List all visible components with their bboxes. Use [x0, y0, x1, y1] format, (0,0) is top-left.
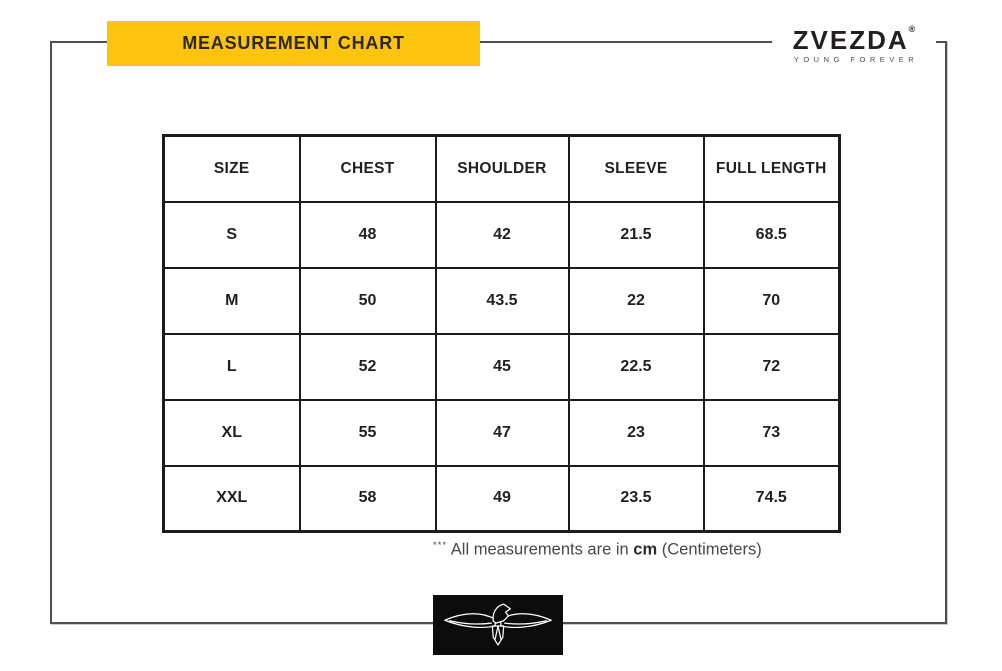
measurement-footnote: *** All measurements are in cm (Centimet…	[433, 540, 838, 560]
measurement-cell: 48	[298, 200, 437, 269]
table-row: XL 55 47 23 73	[162, 398, 841, 467]
brand-emblem	[433, 595, 563, 655]
measurement-cell: 23.5	[567, 464, 705, 533]
table-row: L 52 45 22.5 72	[162, 332, 841, 401]
page-title: MEASUREMENT CHART	[182, 33, 405, 53]
measurement-cell: 47	[434, 398, 570, 467]
footnote-suffix: (Centimeters)	[661, 540, 762, 559]
brand-tagline: YOUNG FOREVER	[793, 54, 919, 64]
footnote-unit: cm	[633, 540, 658, 559]
measurement-cell: 73	[702, 398, 841, 467]
measurement-cell: 50	[298, 266, 437, 335]
footnote-stars: ***	[433, 540, 448, 551]
measurement-cell: 58	[298, 464, 437, 533]
size-cell: L	[162, 332, 301, 401]
measurement-cell: 55	[298, 398, 437, 467]
eagle-icon	[444, 603, 552, 646]
footnote-text: All measurements are in	[450, 540, 629, 559]
measurement-cell: 23	[567, 398, 705, 467]
measurement-cell: 22	[567, 266, 705, 335]
measurement-cell: 68.5	[702, 200, 841, 269]
table-row: XXL 58 49 23.5 74.5	[162, 464, 841, 533]
measurement-cell: 72	[702, 332, 841, 401]
size-cell: XXL	[162, 464, 301, 533]
title-banner: MEASUREMENT CHART	[107, 21, 480, 66]
table-header-row: SIZE CHEST SHOULDER SLEEVE FULL LENGTH	[162, 134, 841, 203]
column-header: SIZE	[162, 134, 301, 203]
brand-wordmark: ZVEZDA®	[792, 23, 916, 55]
size-cell: XL	[162, 398, 301, 467]
brand-logo: ZVEZDA® YOUNG FOREVER	[772, 23, 936, 67]
brand-name: ZVEZDA	[792, 24, 909, 55]
measurement-cell: 22.5	[567, 332, 705, 401]
table-row: S 48 42 21.5 68.5	[162, 200, 841, 269]
size-measurement-table: SIZE CHEST SHOULDER SLEEVE FULL LENGTH S 48 42…	[162, 134, 841, 533]
measurement-cell: 70	[702, 266, 841, 335]
measurement-cell: 42	[434, 200, 570, 269]
measurement-cell: 45	[434, 332, 570, 401]
size-cell: M	[162, 266, 301, 335]
measurement-cell: 74.5	[702, 464, 841, 533]
size-cell: S	[162, 200, 301, 269]
measurement-cell: 43.5	[434, 266, 570, 335]
column-header: CHEST	[298, 134, 437, 203]
measurement-cell: 21.5	[567, 200, 705, 269]
table-row: M 50 43.5 22 70	[162, 266, 841, 335]
measurement-cell: 49	[434, 464, 570, 533]
column-header: SLEEVE	[567, 134, 705, 203]
column-header: SHOULDER	[434, 134, 570, 203]
measurement-cell: 52	[298, 332, 437, 401]
registered-trademark: ®	[908, 23, 916, 34]
column-header: FULL LENGTH	[702, 134, 841, 203]
